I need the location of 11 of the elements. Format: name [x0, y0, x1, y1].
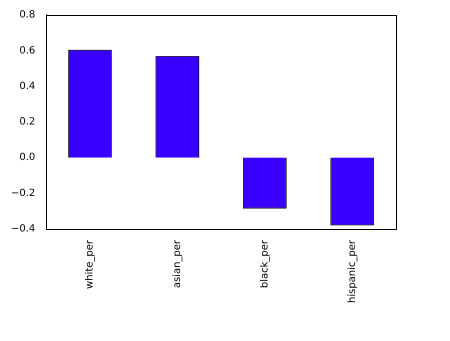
y-tick-label: 0.4 [19, 80, 36, 92]
x-tick-label: hispanic_per [346, 239, 358, 304]
y-tick-label: 0.8 [19, 10, 36, 21]
y-tick-label: 0.2 [19, 116, 36, 128]
x-tick-label: white_per [84, 239, 96, 289]
y-tick-label: −0.4 [10, 224, 36, 235]
y-tick-label: 0.0 [19, 152, 36, 164]
y-tick-label: 0.6 [19, 45, 36, 56]
x-tick-label: black_per [259, 239, 270, 288]
x-tick-label: asian_per [172, 239, 184, 288]
y-tick-label: −0.2 [10, 188, 36, 199]
